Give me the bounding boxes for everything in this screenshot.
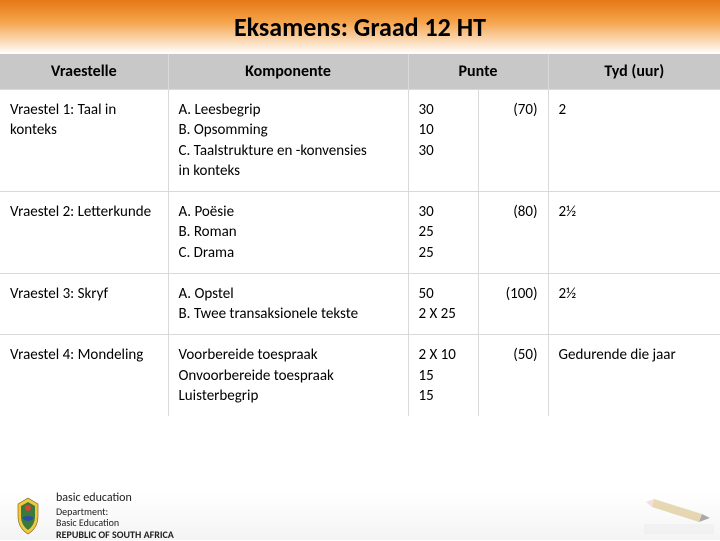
- pencil-icon: [644, 494, 714, 534]
- cell-punte-b: (50): [478, 335, 548, 416]
- cell-vraestel: Vraestel 3: Skryf: [0, 273, 168, 335]
- cell-tyd: 2: [548, 90, 720, 192]
- dept-line4: REPUBLIC OF SOUTH AFRICA: [56, 529, 174, 541]
- table-row: Vraestel 1: Taal in konteks A. Leesbegri…: [0, 90, 720, 192]
- cell-punte-b: (100): [478, 273, 548, 335]
- cell-punte-a: 50 2 X 25: [408, 273, 478, 335]
- cell-komponente: A. Leesbegrip B. Opsomming C. Taalstrukt…: [168, 90, 408, 192]
- col-header-punte: Punte: [408, 54, 548, 90]
- cell-tyd: 2½: [548, 273, 720, 335]
- col-header-tyd: Tyd (uur): [548, 54, 720, 90]
- table-body: Vraestel 1: Taal in konteks A. Leesbegri…: [0, 90, 720, 417]
- page-title: Eksamens: Graad 12 HT: [234, 11, 486, 43]
- cell-punte-b: (70): [478, 90, 548, 192]
- table-header-row: Vraestelle Komponente Punte Tyd (uur): [0, 54, 720, 90]
- cell-komponente: A. Opstel B. Twee transaksionele tekste: [168, 273, 408, 335]
- cell-komponente: Voorbereide toespraak Onvoorbereide toes…: [168, 335, 408, 416]
- sa-crest-icon: [8, 496, 48, 536]
- title-banner: Eksamens: Graad 12 HT: [0, 0, 720, 54]
- col-header-komponente: Komponente: [168, 54, 408, 90]
- table-row: Vraestel 4: Mondeling Voorbereide toespr…: [0, 335, 720, 416]
- table-row: Vraestel 3: Skryf A. Opstel B. Twee tran…: [0, 273, 720, 335]
- exam-table: Vraestelle Komponente Punte Tyd (uur) Vr…: [0, 54, 720, 416]
- cell-punte-a: 30 25 25: [408, 192, 478, 274]
- cell-vraestel: Vraestel 2: Letterkunde: [0, 192, 168, 274]
- dept-line1: basic education: [56, 492, 174, 506]
- cell-vraestel: Vraestel 4: Mondeling: [0, 335, 168, 416]
- col-header-vraestelle: Vraestelle: [0, 54, 168, 90]
- cell-komponente: A. Poësie B. Roman C. Drama: [168, 192, 408, 274]
- table-row: Vraestel 2: Letterkunde A. Poësie B. Rom…: [0, 192, 720, 274]
- dept-line3: Basic Education: [56, 517, 174, 529]
- cell-tyd: Gedurende die jaar: [548, 335, 720, 416]
- cell-punte-a: 30 10 30: [408, 90, 478, 192]
- cell-tyd: 2½: [548, 192, 720, 274]
- cell-punte-b: (80): [478, 192, 548, 274]
- footer: basic education Department: Basic Educat…: [0, 492, 720, 540]
- cell-vraestel: Vraestel 1: Taal in konteks: [0, 90, 168, 192]
- cell-punte-a: 2 X 10 15 15: [408, 335, 478, 416]
- department-text: basic education Department: Basic Educat…: [56, 492, 174, 540]
